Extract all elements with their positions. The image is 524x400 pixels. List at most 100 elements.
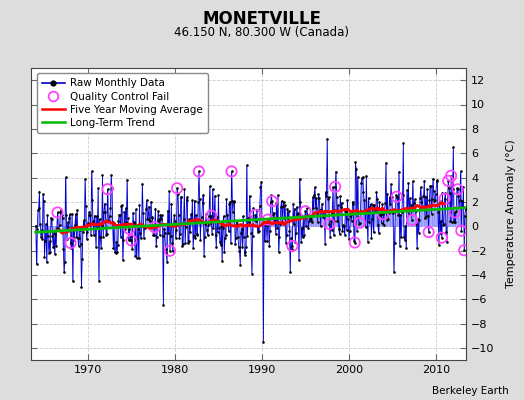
Point <box>254 229 262 236</box>
Point <box>366 203 374 210</box>
Point <box>194 199 202 205</box>
Point <box>121 226 129 232</box>
Point <box>277 204 285 210</box>
Point <box>408 217 416 223</box>
Point <box>84 212 93 218</box>
Point <box>265 242 274 249</box>
Point <box>316 223 325 230</box>
Point <box>118 257 127 263</box>
Point <box>403 187 411 194</box>
Point <box>228 198 236 204</box>
Point <box>80 217 88 224</box>
Point <box>244 215 253 221</box>
Point <box>454 193 463 199</box>
Point <box>441 190 450 197</box>
Point <box>438 234 446 241</box>
Point <box>307 217 315 223</box>
Point <box>399 140 408 147</box>
Point <box>436 230 444 236</box>
Legend: Raw Monthly Data, Quality Control Fail, Five Year Moving Average, Long-Term Tren: Raw Monthly Data, Quality Control Fail, … <box>37 73 208 133</box>
Point <box>311 205 320 211</box>
Point <box>52 225 61 232</box>
Point <box>189 244 197 251</box>
Point <box>411 196 419 202</box>
Point <box>115 211 123 218</box>
Point <box>453 186 462 192</box>
Point <box>55 225 63 232</box>
Point <box>314 191 323 197</box>
Point <box>458 204 467 210</box>
Point <box>338 228 346 234</box>
Point <box>66 211 74 218</box>
Point <box>93 224 102 231</box>
Point <box>247 230 255 236</box>
Point <box>423 186 431 192</box>
Point <box>114 218 123 224</box>
Point <box>273 225 281 231</box>
Point <box>263 238 271 244</box>
Point <box>322 189 330 195</box>
Point <box>31 222 40 229</box>
Point <box>415 217 423 224</box>
Point <box>267 192 276 199</box>
Point <box>109 244 117 251</box>
Point <box>301 208 310 214</box>
Point <box>209 224 217 231</box>
Point <box>117 202 126 209</box>
Point <box>129 220 138 226</box>
Point <box>421 215 429 222</box>
Point <box>381 160 390 166</box>
Point <box>288 243 297 249</box>
Point <box>39 191 47 197</box>
Point <box>79 228 87 235</box>
Point <box>131 253 139 260</box>
Point <box>150 224 159 230</box>
Point <box>249 205 257 212</box>
Point <box>390 268 398 275</box>
Point <box>354 174 362 180</box>
Point <box>264 216 272 223</box>
Point <box>429 175 437 182</box>
Point <box>298 225 306 231</box>
Point <box>195 168 203 175</box>
Point <box>284 215 292 222</box>
Point <box>397 234 405 240</box>
Point <box>51 231 60 237</box>
Point <box>207 212 215 219</box>
Point <box>90 232 98 238</box>
Point <box>177 194 185 200</box>
Point <box>400 234 408 240</box>
Point <box>145 218 154 224</box>
Point <box>113 249 121 256</box>
Point <box>256 184 265 190</box>
Point <box>126 236 134 243</box>
Point <box>106 205 115 211</box>
Point <box>440 196 449 202</box>
Point <box>63 219 72 226</box>
Point <box>320 207 329 214</box>
Point <box>438 190 446 196</box>
Point <box>323 135 331 142</box>
Point <box>46 249 54 255</box>
Point <box>157 216 166 222</box>
Point <box>222 232 230 238</box>
Point <box>462 206 470 212</box>
Point <box>258 215 266 222</box>
Point <box>417 184 425 191</box>
Point <box>70 237 79 244</box>
Point <box>389 210 397 216</box>
Point <box>379 222 388 229</box>
Point <box>298 234 307 240</box>
Point <box>410 200 418 206</box>
Point <box>111 249 119 256</box>
Point <box>58 212 66 218</box>
Point <box>457 228 465 234</box>
Point <box>252 218 260 224</box>
Point <box>335 231 344 238</box>
Point <box>188 197 196 203</box>
Point <box>302 223 310 230</box>
Point <box>288 245 296 252</box>
Point <box>374 222 382 228</box>
Point <box>291 238 300 245</box>
Point <box>260 218 268 225</box>
